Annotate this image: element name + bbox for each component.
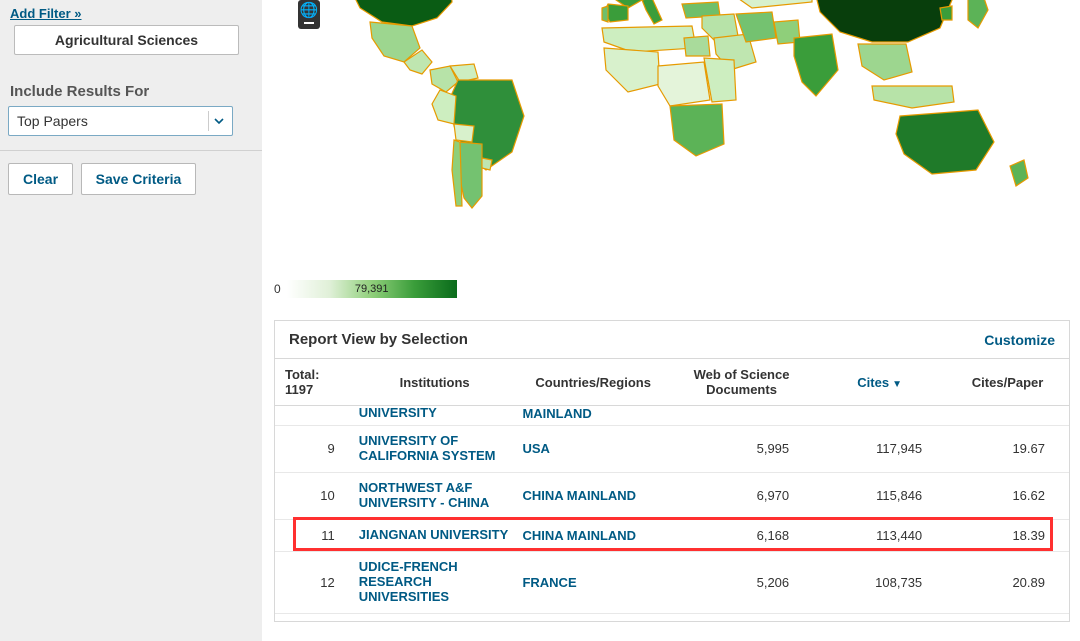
country-egypt[interactable] <box>684 36 710 56</box>
include-results-select[interactable]: Top Papers <box>8 106 233 136</box>
cell-cp: 16.62 <box>946 472 1069 519</box>
country-australia[interactable] <box>896 110 994 174</box>
country-uruguay[interactable] <box>482 158 492 170</box>
include-results-label: Include Results For <box>10 83 254 100</box>
col-countries[interactable]: Countries/Regions <box>516 359 669 406</box>
report-table-body: UNIVERSITY MAINLAND 9UNIVERSITY OF CALIF… <box>275 406 1069 614</box>
cell-rank: 12 <box>275 551 353 613</box>
country-casia[interactable] <box>732 0 812 8</box>
cell-docs: 5,206 <box>670 551 813 613</box>
cell-cites <box>813 406 946 426</box>
cell-cites: 108,735 <box>813 551 946 613</box>
main-content: 🌐 0 79,391 Report View by Selection Cust… <box>262 0 1080 641</box>
sort-desc-icon: ▼ <box>892 379 902 390</box>
report-header: Report View by Selection Customize <box>275 321 1069 359</box>
table-row[interactable]: 9UNIVERSITY OF CALIFORNIA SYSTEMUSA5,995… <box>275 426 1069 473</box>
cell-cp: 18.39 <box>946 519 1069 551</box>
cell-cites: 117,945 <box>813 426 946 473</box>
active-filter-chip[interactable]: Agricultural Sciences <box>14 25 239 55</box>
add-filter-link[interactable]: Add Filter » <box>8 4 82 25</box>
cell-institution[interactable]: NORTHWEST A&F UNIVERSITY - CHINA <box>353 472 517 519</box>
legend-max: 79,391 <box>355 283 389 295</box>
col-institutions[interactable]: Institutions <box>353 359 517 406</box>
col-cites-per-paper[interactable]: Cites/Paper <box>946 359 1069 406</box>
cell-cites: 115,846 <box>813 472 946 519</box>
cell-institution[interactable]: UDICE-FRENCH RESEARCH UNIVERSITIES <box>353 551 517 613</box>
country-chile[interactable] <box>452 140 462 206</box>
divider <box>0 150 262 151</box>
cell-docs: 6,970 <box>670 472 813 519</box>
col-cites[interactable]: Cites▼ <box>813 359 946 406</box>
country-portugal[interactable] <box>602 6 608 22</box>
save-criteria-button[interactable]: Save Criteria <box>81 163 197 195</box>
cell-country[interactable]: CHINA MAINLAND <box>516 472 669 519</box>
country-wafr[interactable] <box>604 48 660 92</box>
country-china[interactable] <box>812 0 952 42</box>
cell-rank: 11 <box>275 519 353 551</box>
cell-country[interactable]: CHINA MAINLAND <box>516 519 669 551</box>
col-docs[interactable]: Web of Science Documents <box>670 359 813 406</box>
report-panel: Report View by Selection Customize Total… <box>274 320 1070 622</box>
report-table-body-scroll[interactable]: UNIVERSITY MAINLAND 9UNIVERSITY OF CALIF… <box>275 406 1069 621</box>
cell-country[interactable]: MAINLAND <box>516 406 669 426</box>
country-indonesia[interactable] <box>872 86 954 108</box>
country-cafr[interactable] <box>658 62 710 106</box>
cell-rank: 10 <box>275 472 353 519</box>
report-title: Report View by Selection <box>289 331 468 348</box>
country-usa[interactable] <box>350 0 452 26</box>
clear-button[interactable]: Clear <box>8 163 73 195</box>
world-map[interactable] <box>272 0 1072 210</box>
cell-country[interactable]: FRANCE <box>516 551 669 613</box>
country-japan[interactable] <box>968 0 988 28</box>
col-total: Total: 1197 <box>275 359 353 406</box>
country-nafr[interactable] <box>602 26 696 52</box>
cell-cp: 20.89 <box>946 551 1069 613</box>
cell-cp: 19.67 <box>946 426 1069 473</box>
country-bolivia[interactable] <box>454 124 474 142</box>
include-results-value: Top Papers <box>17 113 88 129</box>
filter-sidebar: Add Filter » Agricultural Sciences Inclu… <box>0 0 262 641</box>
table-row[interactable]: 12UDICE-FRENCH RESEARCH UNIVERSITIESFRAN… <box>275 551 1069 613</box>
table-row[interactable]: 11JIANGNAN UNIVERSITYCHINA MAINLAND6,168… <box>275 519 1069 551</box>
cell-cp <box>946 406 1069 426</box>
country-italy[interactable] <box>642 0 662 24</box>
legend-min: 0 <box>274 282 281 296</box>
chevron-down-icon <box>208 111 228 131</box>
table-row[interactable]: UNIVERSITY MAINLAND <box>275 406 1069 426</box>
cell-docs <box>670 406 813 426</box>
report-table-header: Total: 1197 Institutions Countries/Regio… <box>275 359 1069 406</box>
country-sea[interactable] <box>858 44 912 80</box>
cell-rank: 9 <box>275 426 353 473</box>
country-peru[interactable] <box>432 90 456 124</box>
country-india[interactable] <box>794 34 838 96</box>
country-nz[interactable] <box>1010 160 1028 186</box>
table-row[interactable]: 10NORTHWEST A&F UNIVERSITY - CHINACHINA … <box>275 472 1069 519</box>
legend-gradient: 79,391 <box>287 280 457 298</box>
cell-institution[interactable]: UNIVERSITY <box>353 406 517 426</box>
country-safr[interactable] <box>670 104 724 156</box>
cell-country[interactable]: USA <box>516 426 669 473</box>
cell-institution[interactable]: UNIVERSITY OF CALIFORNIA SYSTEM <box>353 426 517 473</box>
cell-cites: 113,440 <box>813 519 946 551</box>
customize-link[interactable]: Customize <box>984 332 1055 348</box>
cell-docs: 6,168 <box>670 519 813 551</box>
country-korea[interactable] <box>940 6 952 20</box>
cell-rank <box>275 406 353 426</box>
cell-docs: 5,995 <box>670 426 813 473</box>
cell-institution[interactable]: JIANGNAN UNIVERSITY <box>353 519 517 551</box>
map-legend: 0 79,391 <box>274 280 463 298</box>
